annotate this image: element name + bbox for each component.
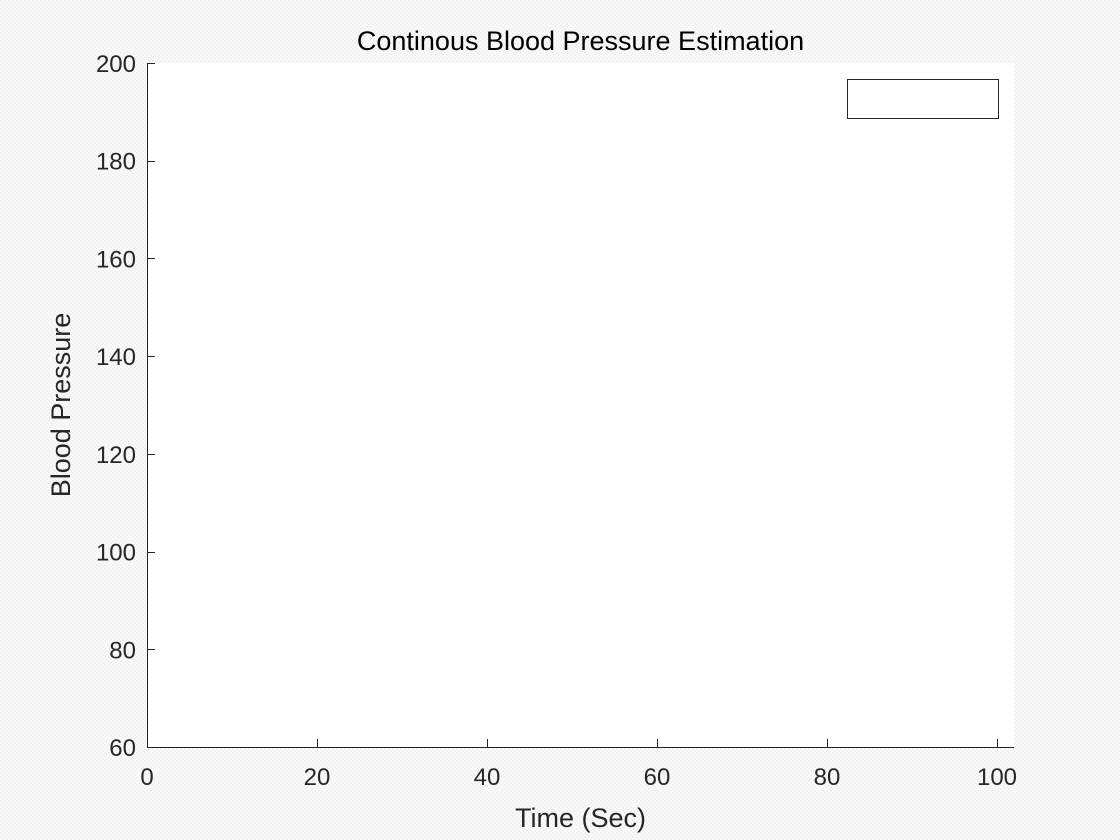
x-tick-label: 80 bbox=[814, 764, 841, 791]
y-axis-label: Blood Pressure bbox=[46, 313, 76, 498]
y-tick-label: 100 bbox=[96, 540, 136, 567]
y-tick-label: 120 bbox=[96, 442, 136, 469]
y-tick-label: 180 bbox=[96, 149, 136, 176]
y-tick-label: 200 bbox=[96, 51, 136, 78]
x-tick-label: 20 bbox=[304, 764, 331, 791]
x-tick-label: 60 bbox=[644, 764, 671, 791]
x-tick-label: 40 bbox=[474, 764, 501, 791]
y-axis-ticks: 60 80 100 120 140 160 180 200 bbox=[96, 51, 155, 762]
x-axis-ticks: 0 20 40 60 80 100 bbox=[140, 739, 1017, 791]
y-tick-label: 60 bbox=[109, 735, 136, 762]
y-tick-label: 140 bbox=[96, 344, 136, 371]
chart-title: Continous Blood Pressure Estimation bbox=[357, 26, 804, 56]
y-tick-label: 80 bbox=[109, 637, 136, 664]
x-tick-label: 100 bbox=[977, 764, 1017, 791]
legend-box bbox=[847, 79, 999, 119]
plot-area bbox=[147, 63, 1014, 747]
x-axis-label: Time (Sec) bbox=[515, 803, 646, 833]
x-tick-label: 0 bbox=[140, 764, 153, 791]
y-tick-label: 160 bbox=[96, 246, 136, 273]
